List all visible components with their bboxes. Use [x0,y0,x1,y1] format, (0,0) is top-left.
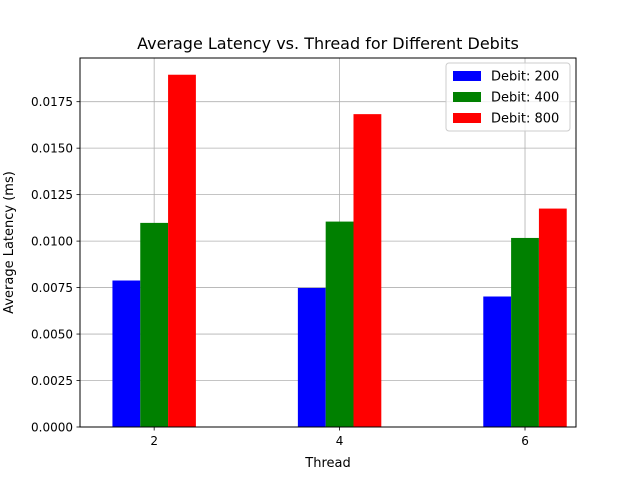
bar-debit-400-thread-6 [511,237,539,427]
bar-debit-800-thread-2 [168,74,196,428]
y-tick-label: 0.0075 [31,281,73,295]
y-tick-label: 0.0050 [31,328,73,342]
y-axis-label: Average Latency (ms) [2,171,17,314]
y-tick-label: 0.0175 [31,95,73,109]
x-tick-label: 6 [521,434,529,448]
bar-debit-800-thread-6 [538,208,567,427]
y-tick-label: 0.0000 [31,421,73,435]
legend-swatch [453,71,481,81]
bar-debit-400-thread-2 [140,222,169,427]
plot-area-frame [79,57,577,428]
legend-label: Debit: 800 [491,112,559,127]
x-tick-label: 4 [336,434,344,448]
legend-swatch [453,92,481,102]
y-axis-ticks: 0.0000 0.0025 0.0050 0.0075 0.0100 0.0125 0.01… [31,95,80,435]
bar-debit-800-thread-4 [353,114,382,428]
y-tick-label: 0.0150 [31,142,73,156]
legend-label: Debit: 200 [491,70,559,85]
x-axis-ticks: 2 4 6 [150,427,529,448]
x-tick-label: 2 [150,434,158,448]
chart-title: Average Latency vs. Thread for Different… [137,34,519,53]
bar-debit-200-thread-4 [297,287,326,427]
x-axis-label: Thread [304,456,350,471]
bar-debit-200-thread-2 [112,280,141,427]
y-tick-label: 0.0125 [31,188,73,202]
legend-label: Debit: 400 [491,91,559,106]
bar-debit-400-thread-4 [325,221,354,427]
legend: Debit: 200 Debit: 400 Debit: 800 [445,62,571,132]
bar-debit-200-thread-6 [483,296,512,427]
bars [112,74,567,428]
y-tick-label: 0.0100 [31,235,73,249]
legend-swatch [453,113,481,123]
y-tick-label: 0.0025 [31,374,73,388]
